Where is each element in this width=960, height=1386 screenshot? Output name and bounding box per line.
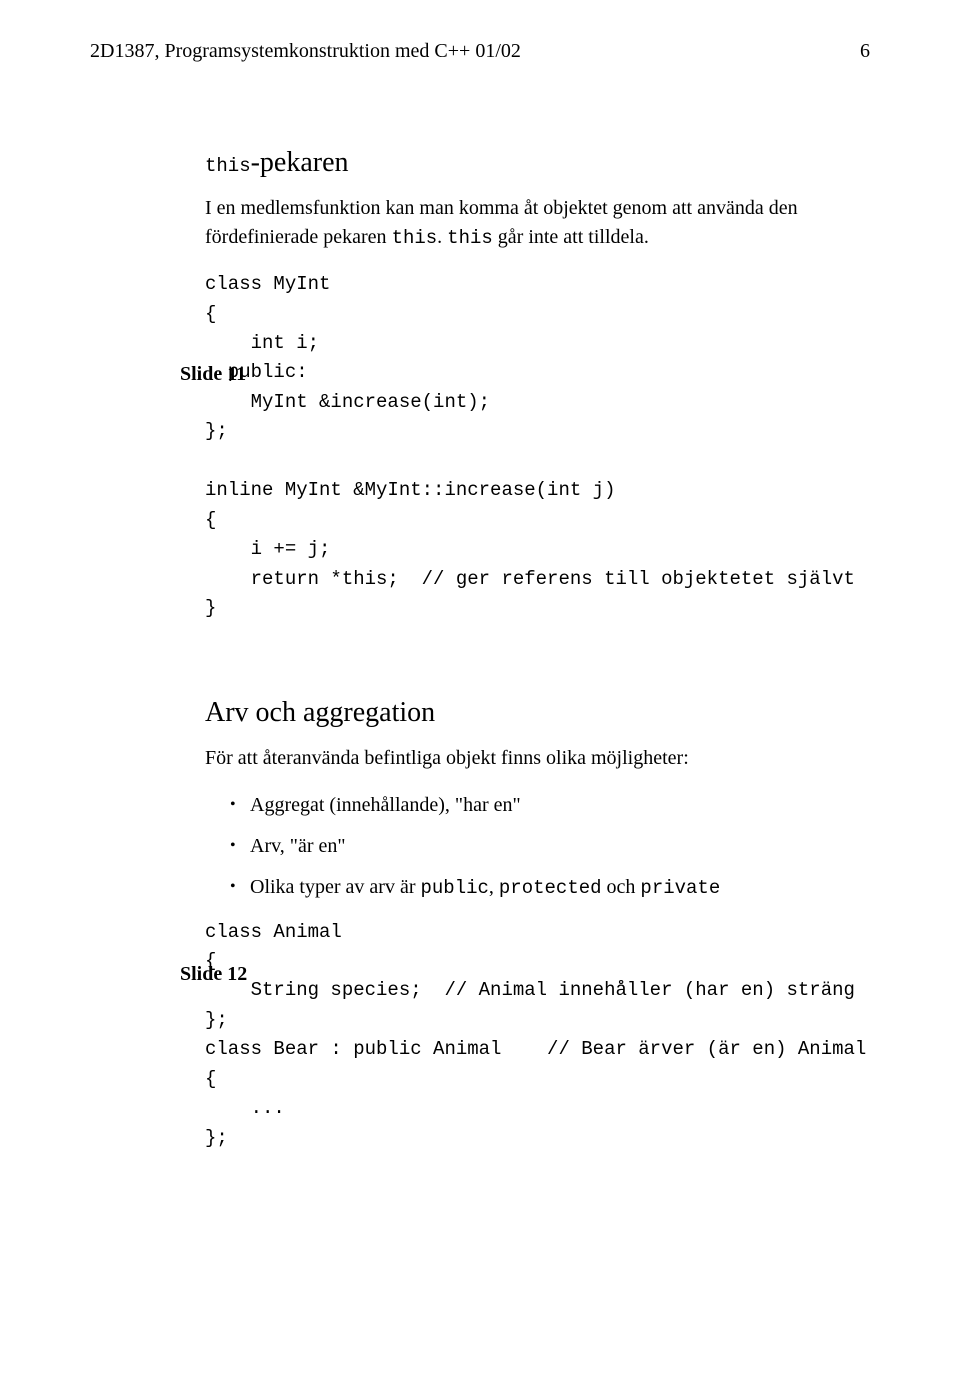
- header-title: 2D1387, Programsystemkonstruktion med C+…: [90, 40, 521, 63]
- intro-this-2: this: [447, 227, 493, 249]
- slide-11: this-pekaren I en medlemsfunktion kan ma…: [90, 143, 870, 623]
- b3-text-b: ,: [489, 876, 499, 898]
- page: 2D1387, Programsystemkonstruktion med C+…: [0, 0, 960, 1263]
- bullet-3: Olika typer av arv är public, protected …: [230, 873, 870, 903]
- slide-11-label: Slide 11: [180, 363, 246, 386]
- slide-12-label: Slide 12: [180, 963, 247, 986]
- slide-12-content: Arv och aggregation För att återanvända …: [205, 693, 870, 902]
- slide-11-intro: I en medlemsfunktion kan man komma åt ob…: [205, 194, 870, 253]
- title-mono: this: [205, 155, 251, 177]
- slide-12-intro: För att återanvända befintliga objekt fi…: [205, 744, 870, 773]
- bullet-2: Arv, "är en": [230, 832, 870, 861]
- page-header: 2D1387, Programsystemkonstruktion med C+…: [90, 40, 870, 63]
- b3-protected: protected: [499, 877, 602, 899]
- intro-text-3: går inte att tilldela.: [493, 226, 649, 248]
- slide-12-code: class Animal { String species; // Animal…: [205, 918, 870, 1154]
- title-rest: -pekaren: [251, 147, 349, 178]
- page-number: 6: [860, 40, 870, 63]
- bullet-1: Aggregat (innehållande), "har en": [230, 791, 870, 820]
- b3-text-c: och: [602, 876, 641, 898]
- slide-11-content: this-pekaren I en medlemsfunktion kan ma…: [205, 143, 870, 252]
- intro-text-2: .: [437, 226, 447, 248]
- slide-12-code-wrap: class Animal { String species; // Animal…: [205, 918, 870, 1154]
- b3-public: public: [420, 877, 488, 899]
- slide-11-code-wrap: class MyInt { int i; public: MyInt &incr…: [205, 270, 870, 623]
- slide-12-bullets: Aggregat (innehållande), "har en" Arv, "…: [205, 791, 870, 903]
- slide-11-code: class MyInt { int i; public: MyInt &incr…: [205, 270, 870, 623]
- slide-12-title: Arv och aggregation: [205, 693, 870, 734]
- slide-12: Arv och aggregation För att återanvända …: [90, 693, 870, 1153]
- intro-this-1: this: [392, 227, 438, 249]
- b3-private: private: [640, 877, 720, 899]
- slide-11-title: this-pekaren: [205, 143, 870, 184]
- b3-text-a: Olika typer av arv är: [250, 876, 420, 898]
